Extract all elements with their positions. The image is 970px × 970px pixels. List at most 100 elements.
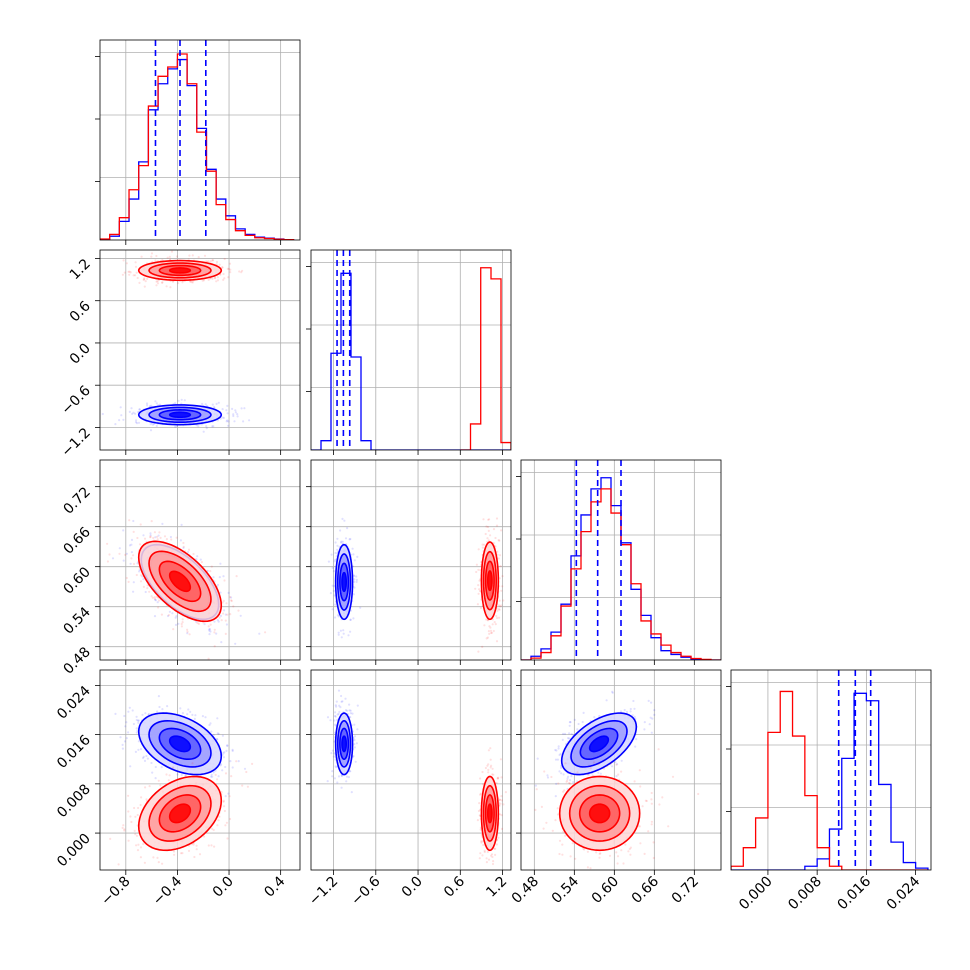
contour-line-2 bbox=[484, 560, 495, 601]
posterior-red bbox=[121, 250, 244, 289]
panel-frame bbox=[99, 459, 301, 661]
contour-line-2 bbox=[484, 794, 495, 833]
panel-frame bbox=[730, 669, 932, 871]
panel-2-0: 0.48 0.54 0.60 0.66 0.72 bbox=[60, 459, 301, 678]
x-tick-label-0: 0.000 bbox=[736, 874, 776, 914]
y-tick-label-0: 0.48 bbox=[60, 644, 93, 677]
x-tick-label-2: 0.60 bbox=[589, 874, 622, 907]
contour-line-1 bbox=[148, 784, 212, 842]
contour-line-3 bbox=[168, 735, 192, 753]
contour-line-3 bbox=[168, 570, 192, 593]
contour-line-1 bbox=[148, 262, 212, 279]
panel-frame bbox=[520, 669, 722, 871]
x-tick-label-1: 0.54 bbox=[549, 873, 582, 906]
panel-frame bbox=[520, 459, 722, 661]
y-tick-label-1: 0.008 bbox=[54, 781, 94, 821]
posterior-red bbox=[474, 517, 505, 653]
panel-3-0: −0.8 −0.4 0.0 0.4 0.000 0.008 0.016 0.024 bbox=[54, 669, 301, 909]
contour-line-2 bbox=[158, 264, 202, 277]
posterior-blue bbox=[101, 398, 251, 433]
panel-plot-area-2-0 bbox=[100, 460, 300, 660]
histogram-red bbox=[460, 267, 511, 450]
contour-line-0 bbox=[334, 543, 354, 621]
contour-fill-3 bbox=[169, 571, 191, 592]
contour-line-0 bbox=[137, 712, 223, 776]
contour-line-0 bbox=[137, 540, 223, 623]
x-tick-label-1: 0.008 bbox=[785, 874, 825, 914]
contour-line-2 bbox=[579, 727, 619, 761]
x-tick-label-3: 0.6 bbox=[441, 873, 468, 900]
panel-plot-area-3-3 bbox=[731, 670, 931, 870]
contour-line-0 bbox=[480, 541, 500, 621]
contour-fill-3 bbox=[589, 804, 610, 823]
x-tick-label-4: 1.2 bbox=[483, 874, 510, 901]
panel-0-0 bbox=[95, 39, 301, 245]
y-tick-label-3: 0.024 bbox=[54, 683, 94, 723]
panel-plot-area-3-2 bbox=[521, 670, 721, 870]
panel-3-3: 0.000 0.008 0.016 0.024 bbox=[726, 669, 932, 914]
x-tick-label-3: 0.66 bbox=[629, 873, 662, 906]
contour-line-3 bbox=[341, 735, 348, 753]
contour-line-2 bbox=[158, 727, 202, 761]
panel-plot-area-1-0 bbox=[100, 250, 300, 450]
panel-3-2: 0.48 0.54 0.60 0.66 0.72 bbox=[509, 669, 722, 907]
x-tick-label-2: 0.016 bbox=[835, 873, 875, 913]
contour-line-1 bbox=[148, 406, 212, 423]
contour-line-0 bbox=[137, 775, 223, 852]
panel-plot-area-1-1 bbox=[311, 250, 511, 450]
y-tick-label-3: 0.6 bbox=[67, 298, 94, 325]
posterior-blue bbox=[114, 695, 247, 798]
contour-fill-3 bbox=[169, 267, 191, 273]
contour-line-3 bbox=[168, 803, 192, 824]
contour-line-0 bbox=[558, 775, 641, 852]
contour-fill-3 bbox=[589, 736, 609, 752]
contour-line-3 bbox=[588, 803, 611, 824]
panel-plot-area-3-0 bbox=[100, 670, 300, 870]
x-tick-label-2: 0.0 bbox=[210, 874, 237, 901]
contour-line-1 bbox=[148, 550, 212, 613]
contour-line-1 bbox=[568, 784, 631, 842]
contour-line-0 bbox=[137, 259, 223, 282]
panel-plot-area-3-1 bbox=[311, 670, 511, 870]
x-tick-label-0: −1.2 bbox=[306, 874, 341, 909]
contour-line-1 bbox=[336, 719, 352, 768]
x-tick-label-3: 0.024 bbox=[884, 873, 924, 913]
x-tick-label-1: −0.6 bbox=[348, 873, 383, 908]
panel-2-1 bbox=[306, 459, 512, 665]
panel-frame bbox=[310, 459, 512, 661]
panel-frame bbox=[310, 669, 512, 871]
panel-frame bbox=[99, 669, 301, 871]
x-tick-label-2: 0.0 bbox=[399, 874, 426, 901]
contour-line-3 bbox=[486, 570, 493, 592]
y-tick-label-1: 0.54 bbox=[60, 604, 93, 637]
panel-3-1: −1.2 −0.6 0.0 0.6 1.2 bbox=[306, 669, 512, 909]
y-tick-label-0: 0.000 bbox=[54, 831, 94, 871]
contour-line-2 bbox=[578, 794, 621, 833]
y-tick-label-2: 0.0 bbox=[67, 340, 94, 367]
contour-line-0 bbox=[137, 404, 223, 426]
histogram-blue bbox=[731, 692, 929, 870]
contour-line-1 bbox=[482, 784, 498, 842]
contour-line-0 bbox=[560, 712, 638, 776]
contour-line-3 bbox=[168, 411, 192, 419]
posterior-blue bbox=[327, 517, 362, 639]
contour-line-3 bbox=[341, 571, 348, 593]
posterior-blue bbox=[326, 689, 359, 794]
y-tick-label-2: 0.016 bbox=[54, 732, 94, 772]
y-tick-label-4: 1.2 bbox=[67, 256, 94, 283]
panel-2-2 bbox=[516, 459, 722, 665]
contour-line-0 bbox=[480, 775, 500, 852]
y-tick-label-4: 0.72 bbox=[60, 484, 93, 517]
panel-frame bbox=[99, 39, 301, 241]
contour-line-2 bbox=[158, 560, 202, 603]
contour-line-3 bbox=[588, 735, 610, 753]
y-tick-label-1: −0.6 bbox=[58, 383, 93, 418]
histogram-red bbox=[100, 53, 295, 240]
posterior-red bbox=[534, 748, 700, 870]
contour-fill-3 bbox=[169, 412, 191, 418]
posterior-red bbox=[476, 747, 507, 866]
contour-line-0 bbox=[334, 712, 354, 776]
x-tick-label-4: 0.72 bbox=[669, 874, 702, 907]
x-tick-label-1: −0.4 bbox=[150, 873, 185, 908]
